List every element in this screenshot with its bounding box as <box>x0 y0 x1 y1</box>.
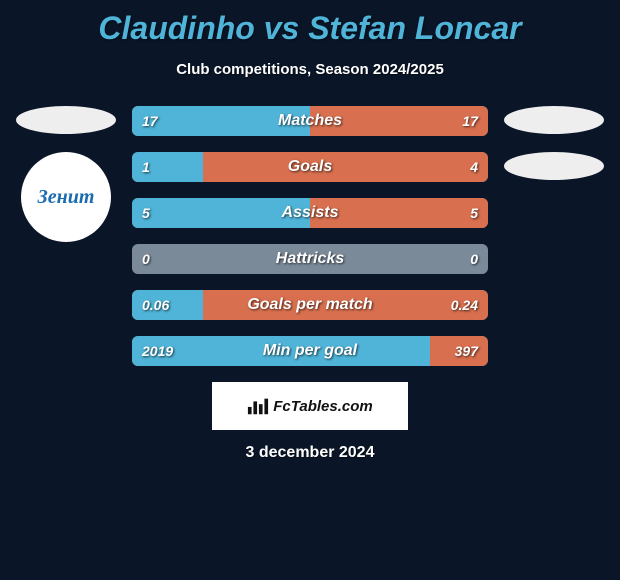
left-player-column: Зенит <box>6 106 126 366</box>
stat-value-right: 4 <box>470 159 478 175</box>
stat-row: 1 4 Goals <box>132 152 488 182</box>
stat-value-left: 0.06 <box>142 297 169 313</box>
stat-row: 0.06 0.24 Goals per match <box>132 290 488 320</box>
left-club-logo-text: Зенит <box>38 186 95 209</box>
date-text: 3 december 2024 <box>0 444 620 462</box>
footer-brand-text: FcTables.com <box>273 398 372 415</box>
stat-value-left: 1 <box>142 159 150 175</box>
stat-value-left: 17 <box>142 113 158 129</box>
right-player-column <box>494 106 614 366</box>
stat-value-right: 0 <box>470 251 478 267</box>
stat-value-right: 397 <box>455 343 478 359</box>
stat-fill-right <box>203 152 488 182</box>
footer-brand-badge: FcTables.com <box>212 382 408 430</box>
stat-value-left: 2019 <box>142 343 173 359</box>
stats-container: 17 17 Matches 1 4 Goals 5 5 Assists 0 0 Hattricks 0.… <box>126 106 494 366</box>
left-club-logo: Зенит <box>21 152 111 242</box>
stat-label: Goals <box>288 158 332 176</box>
stat-value-right: 5 <box>470 205 478 221</box>
left-player-photo-placeholder <box>16 106 116 134</box>
main-content: Зенит 17 17 Matches 1 4 Goals 5 5 Assists 0 0 Hattr… <box>0 106 620 366</box>
page-title: Claudinho vs Stefan Loncar <box>0 0 620 47</box>
stat-value-right: 0.24 <box>451 297 478 313</box>
stat-value-left: 5 <box>142 205 150 221</box>
stat-label: Matches <box>278 112 342 130</box>
stat-row: 0 0 Hattricks <box>132 244 488 274</box>
stat-row: 2019 397 Min per goal <box>132 336 488 366</box>
right-club-logo-placeholder <box>504 152 604 180</box>
stat-label: Hattricks <box>276 250 344 268</box>
chart-icon <box>247 397 269 415</box>
right-player-photo-placeholder <box>504 106 604 134</box>
stat-label: Assists <box>282 204 339 222</box>
stat-row: 5 5 Assists <box>132 198 488 228</box>
stat-label: Min per goal <box>263 342 357 360</box>
stat-label: Goals per match <box>247 296 372 314</box>
stat-value-right: 17 <box>462 113 478 129</box>
page-subtitle: Club competitions, Season 2024/2025 <box>0 61 620 78</box>
stat-row: 17 17 Matches <box>132 106 488 136</box>
stat-value-left: 0 <box>142 251 150 267</box>
